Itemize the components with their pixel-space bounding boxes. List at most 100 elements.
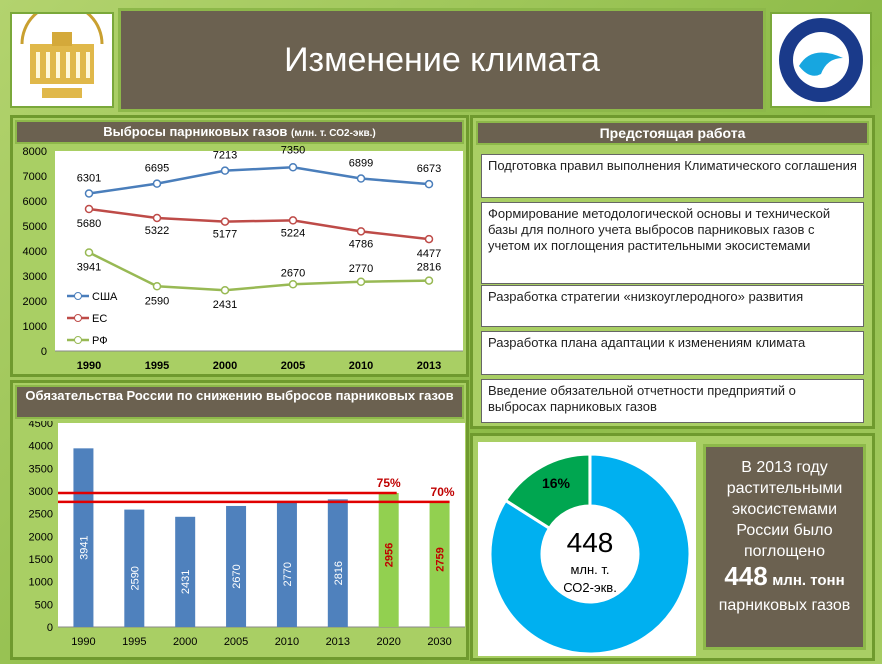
legend-marker [74, 292, 82, 300]
bar-value-label: 2431 [180, 570, 192, 594]
x-tick-label: 2005 [281, 360, 305, 372]
bar-chart: 0 500 1000 1500 2000 2500 3000 3500 4000 4500 3941… [29, 421, 465, 648]
y-tick-label: 3000 [29, 486, 53, 498]
data-label: 6695 [145, 163, 169, 175]
line-chart: 0 1000 2000 3000 4000 5000 6000 7000 8000 1990 199… [23, 146, 463, 372]
limit-label: 75% [377, 476, 401, 490]
y-tick-label: 4000 [23, 246, 47, 258]
commitments-title: Обязательства России по снижению выбросо… [15, 385, 464, 419]
plot-area [55, 151, 463, 351]
page-title: Изменение климата [284, 40, 600, 79]
data-point [288, 216, 298, 225]
roshydromet-logo [770, 12, 872, 108]
data-point [288, 163, 298, 172]
info-big-value: 448 [724, 561, 768, 591]
plot-area [58, 423, 465, 627]
y-tick-label: 1000 [23, 321, 47, 333]
work-item: Подготовка правил выполнения Климатическ… [481, 154, 864, 198]
bar-value-label: 2770 [282, 562, 294, 586]
data-label: 6673 [417, 163, 441, 175]
y-tick-label: 5000 [23, 221, 47, 233]
donut-chart: 16% 448 млн. т. СО2-экв. [478, 442, 696, 656]
work-panel: Предстоящая работа Подготовка правил вып… [470, 115, 875, 429]
commitments-panel: Обязательства России по снижению выбросо… [10, 380, 469, 660]
data-point [356, 227, 366, 236]
info-big-units: млн. тонн [772, 572, 845, 589]
x-tick-label: 2010 [275, 636, 299, 648]
x-tick-label: 2000 [173, 636, 197, 648]
data-point [220, 285, 230, 295]
data-label: 2670 [281, 267, 305, 279]
bar-value-label: 2670 [231, 564, 243, 588]
data-label: 2431 [213, 299, 237, 311]
work-item: Формирование методологической основы и т… [481, 202, 864, 284]
work-item: Разработка плана адаптации к изменениям … [481, 331, 864, 375]
y-tick-label: 1000 [29, 577, 53, 589]
center-value: 448 [567, 527, 614, 558]
data-label: 2770 [349, 263, 373, 275]
y-tick-label: 1500 [29, 554, 53, 566]
limit-label: 70% [431, 485, 455, 499]
series-line-США [88, 165, 430, 195]
bar-value-label: 3941 [78, 535, 90, 559]
legend-marker [74, 336, 82, 344]
data-point [84, 248, 94, 257]
data-label: 2816 [417, 262, 441, 274]
bar [378, 492, 399, 627]
work-item: Разработка стратегии «низкоуглеродного» … [481, 285, 864, 327]
info-text: В 2013 году растительными экосистемами Р… [726, 459, 843, 560]
y-tick-label: 0 [41, 346, 47, 358]
data-point [152, 179, 162, 188]
y-tick-label: 8000 [23, 146, 47, 158]
bar [429, 501, 450, 627]
x-tick-label: 1995 [122, 636, 146, 648]
data-label: 6899 [349, 158, 373, 170]
x-tick-label: 2010 [349, 360, 373, 372]
bar-value-label: 2956 [384, 543, 396, 567]
donut-slice-absorbed [503, 452, 592, 531]
data-label: 6301 [77, 172, 101, 184]
y-tick-label: 7000 [23, 171, 47, 183]
data-label: 3941 [77, 261, 101, 273]
data-label: 5322 [145, 225, 169, 237]
y-tick-label: 4000 [29, 441, 53, 453]
series-line-РФ [88, 251, 430, 292]
data-point [152, 213, 162, 223]
data-point [84, 189, 94, 198]
x-tick-label: 2005 [224, 636, 248, 648]
y-tick-label: 6000 [23, 196, 47, 208]
bar [226, 505, 247, 627]
data-label: 7350 [281, 146, 305, 156]
bar [124, 509, 145, 627]
series-line-ЕС [88, 207, 430, 241]
data-point [220, 166, 230, 175]
legend-label: РФ [92, 335, 108, 347]
emissions-panel: Выбросы парниковых газов (млн. т. СО2-эк… [10, 115, 469, 377]
data-point [424, 179, 434, 189]
work-title: Предстоящая работа [476, 121, 869, 145]
data-label: 4786 [349, 238, 373, 250]
data-point [84, 204, 94, 214]
bar [175, 516, 196, 627]
emissions-title-text: Выбросы парниковых газов [103, 124, 288, 139]
data-point [356, 174, 366, 183]
x-tick-label: 2020 [376, 636, 400, 648]
y-tick-label: 4500 [29, 421, 53, 430]
x-tick-label: 2030 [427, 636, 451, 648]
absorption-info: В 2013 году растительными экосистемами Р… [703, 444, 866, 650]
y-tick-label: 2500 [29, 509, 53, 521]
y-tick-label: 2000 [23, 296, 47, 308]
data-label: 5680 [77, 218, 101, 230]
data-point [424, 234, 434, 244]
bar [276, 501, 297, 627]
x-tick-label: 2013 [326, 636, 350, 648]
x-tick-label: 1990 [71, 636, 95, 648]
emissions-title-units: (млн. т. СО2-экв.) [291, 128, 376, 139]
y-tick-label: 3500 [29, 463, 53, 475]
bar-value-label: 2816 [333, 561, 345, 585]
bar-value-label: 2590 [129, 566, 141, 590]
bar-value-label: 2759 [435, 547, 447, 571]
center-units: млн. т. [570, 562, 609, 577]
data-point [288, 280, 298, 289]
data-label: 5177 [213, 229, 237, 241]
